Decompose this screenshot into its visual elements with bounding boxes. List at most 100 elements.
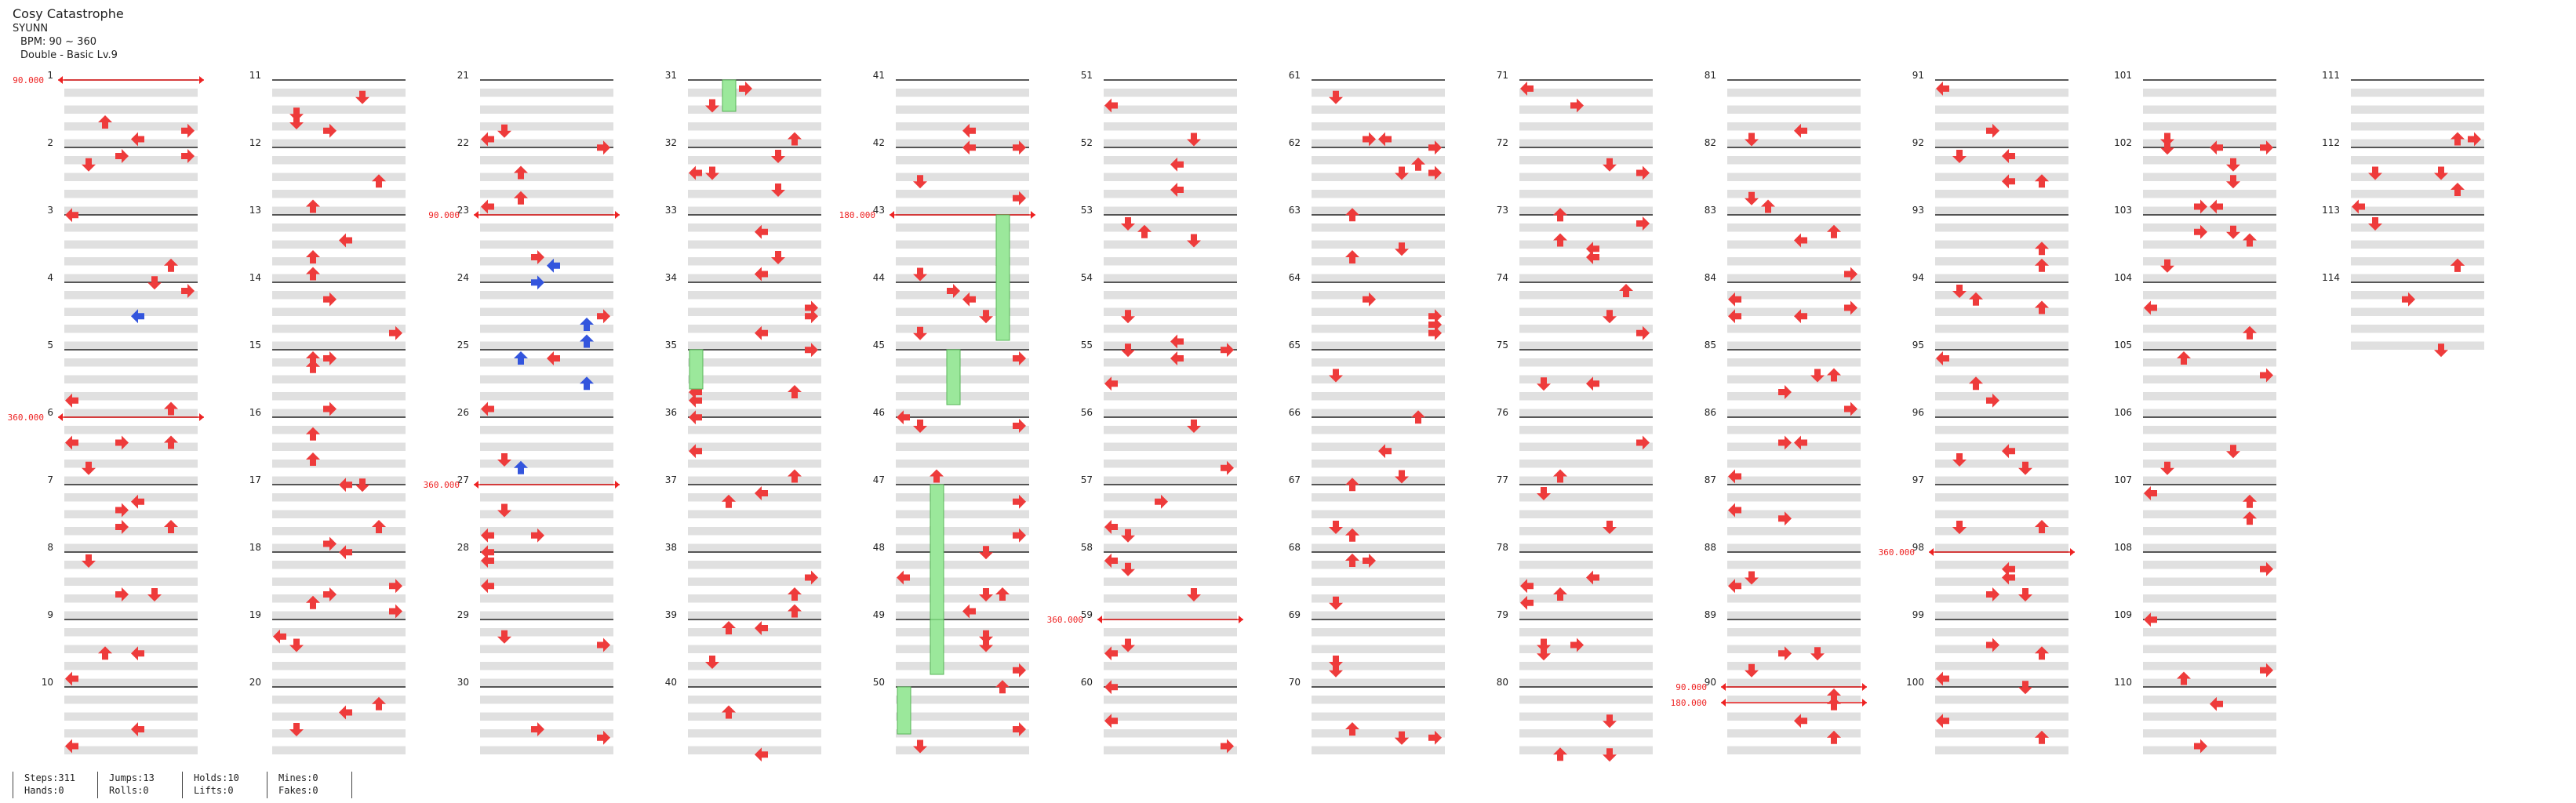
beat-band (1519, 173, 1653, 181)
beat-band (1312, 729, 1445, 738)
beat-band (1519, 442, 1653, 451)
note-arrow-icon (2260, 140, 2273, 155)
measure-number: 64 (1289, 272, 1301, 283)
bpm-marker-icon (199, 76, 204, 84)
note-arrow-icon (289, 107, 304, 122)
beat-band (64, 426, 198, 434)
note-arrow-icon (689, 165, 702, 180)
note-arrow-icon (1013, 494, 1026, 509)
note-arrow-icon (2226, 225, 2240, 239)
beat-band (2351, 341, 2484, 350)
note-arrow-icon (1952, 453, 1967, 467)
note-arrow-icon (1013, 191, 1026, 205)
note-arrow-icon (1636, 325, 1650, 340)
note-arrow-icon (2035, 258, 2049, 272)
note-arrow-icon (2450, 258, 2465, 272)
beat-band (1935, 678, 2068, 687)
note-arrow-icon (689, 393, 702, 408)
note-arrow-icon (1827, 730, 1841, 744)
note-arrow-icon (979, 546, 993, 560)
measure-number: 29 (457, 609, 469, 620)
beat-band (1312, 325, 1445, 333)
measure-number: 41 (873, 70, 885, 81)
beat-band (688, 696, 821, 704)
beat-band (64, 105, 198, 114)
beat-band (64, 561, 198, 569)
note-arrow-icon (306, 359, 320, 373)
beat-band (688, 122, 821, 131)
measure-number: 80 (1497, 677, 1508, 688)
note-arrow-icon (788, 385, 802, 398)
note-arrow-icon (2177, 351, 2191, 365)
beat-band (1519, 122, 1653, 131)
beat-band (480, 460, 613, 468)
beat-band (480, 577, 613, 586)
beat-band (2143, 291, 2276, 300)
measure-number: 65 (1289, 340, 1301, 351)
note-arrow-icon (2243, 325, 2257, 340)
measure-number: 21 (457, 70, 469, 81)
note-arrow-icon (1329, 521, 1343, 534)
beat-band (896, 375, 1029, 383)
note-arrow-icon (755, 267, 768, 282)
beat-band (64, 392, 198, 401)
note-arrow-icon (82, 461, 96, 475)
note-arrow-icon (995, 680, 1010, 694)
beat-band (1104, 645, 1237, 653)
measure-number: 100 (1906, 677, 1924, 688)
beat-band (2351, 190, 2484, 198)
beat-band (1519, 307, 1653, 316)
note-arrow-icon (1345, 208, 1359, 222)
measure-number: 22 (457, 137, 469, 148)
measure-number: 93 (1912, 205, 1924, 216)
note-arrow-icon (805, 300, 818, 315)
note-arrow-icon (1952, 521, 1967, 534)
beat-band (2143, 392, 2276, 401)
measure-number: 48 (873, 542, 885, 553)
beat-band (1519, 291, 1653, 300)
beat-band (896, 325, 1029, 333)
note-arrow-icon (1428, 309, 1442, 324)
beat-band (1312, 476, 1445, 485)
note-arrow-icon (131, 309, 144, 324)
beat-band (1519, 190, 1653, 198)
note-arrow-icon (339, 478, 352, 492)
beat-band (1519, 139, 1653, 147)
beat-band (688, 257, 821, 266)
beat-band (64, 341, 198, 350)
beat-band (272, 442, 406, 451)
beat-band (1935, 426, 2068, 434)
beat-band (1312, 577, 1445, 586)
note-arrow-icon (1986, 123, 1999, 138)
note-arrow-icon (131, 132, 144, 147)
measure-number: 15 (249, 340, 261, 351)
beat-band (1727, 291, 1861, 300)
beat-band (1727, 307, 1861, 316)
beat-band (1104, 611, 1237, 620)
beat-band (2143, 325, 2276, 333)
beat-band (1727, 105, 1861, 114)
beat-band (272, 662, 406, 670)
measure-number: 79 (1497, 609, 1508, 620)
note-arrow-icon (1170, 351, 1184, 365)
hold-note (722, 79, 737, 112)
hold-note (946, 349, 961, 405)
beat-band (64, 729, 198, 738)
beat-band (480, 712, 613, 721)
note-arrow-icon (755, 224, 768, 239)
beat-band (64, 291, 198, 300)
beat-band (1727, 426, 1861, 434)
note-arrow-icon (930, 469, 944, 483)
beat-band (2143, 696, 2276, 704)
note-arrow-icon (2368, 217, 2382, 231)
beat-band (2143, 442, 2276, 451)
note-arrow-icon (2002, 444, 2015, 459)
note-arrow-icon (2160, 461, 2174, 475)
beat-band (1104, 139, 1237, 147)
beat-band (272, 577, 406, 586)
note-arrow-icon (1411, 410, 1425, 424)
note-arrow-icon (2210, 696, 2223, 711)
note-arrow-icon (2160, 133, 2174, 147)
note-arrow-icon (306, 595, 320, 609)
measure-number: 96 (1912, 407, 1924, 418)
